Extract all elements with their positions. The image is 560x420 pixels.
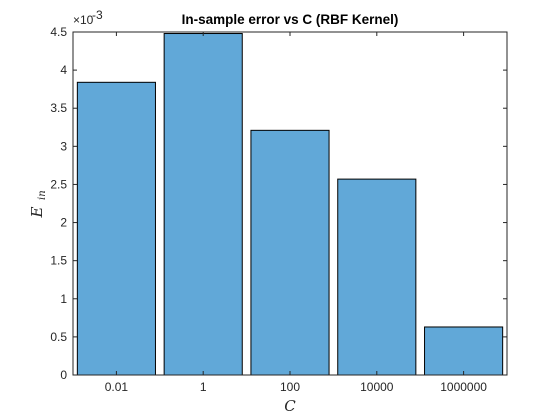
bar-1000000	[424, 326, 504, 376]
y-tick-label-4: 2	[60, 216, 67, 230]
y-axis-ticks: 0 0.5 1 1.5 2 2.5 3 3.5 4 4.5	[50, 25, 507, 382]
y-tick-label-8: 4	[60, 63, 67, 77]
bar-1	[163, 33, 243, 376]
bar-0.01	[76, 81, 156, 376]
x-tick-label-0.01: 0.01	[105, 380, 129, 394]
x-axis-ticks: 0.01 1 100 10000 1000000	[105, 32, 487, 394]
y-multiplier-base: ×10	[73, 13, 94, 27]
x-tick-label-1: 1	[200, 380, 207, 394]
axes-box	[72, 31, 508, 376]
x-axis-label: C	[284, 397, 296, 415]
y-multiplier: ×10 -3	[73, 8, 103, 27]
bars-group	[76, 33, 504, 376]
y-tick-label-1: 0.5	[50, 330, 67, 344]
y-tick-label-6: 3	[60, 139, 67, 153]
x-tick-label-100: 100	[280, 380, 300, 394]
y-axis-label-main: E	[28, 206, 46, 218]
x-tick-label-10000: 10000	[360, 380, 394, 394]
y-axis-label: E in	[28, 190, 48, 218]
y-tick-label-5: 2.5	[50, 177, 67, 191]
y-tick-label-3: 1.5	[50, 254, 67, 268]
x-tick-label-1000000: 1000000	[440, 380, 487, 394]
y-tick-label-0: 0	[60, 368, 67, 382]
y-axis-label-sub: in	[37, 190, 48, 200]
y-tick-label-9: 4.5	[50, 25, 67, 39]
y-tick-label-2: 1	[60, 292, 67, 306]
y-tick-label-7: 3.5	[50, 101, 67, 115]
bar-100	[250, 129, 330, 376]
y-multiplier-exponent: -3	[92, 8, 103, 22]
bar-10000	[337, 178, 417, 376]
chart-title: In-sample error vs C (RBF Kernel)	[182, 12, 399, 27]
